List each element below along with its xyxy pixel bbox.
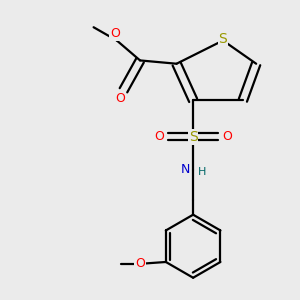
Text: H: H <box>198 167 207 177</box>
Text: O: O <box>115 92 125 105</box>
Text: O: O <box>154 130 164 143</box>
Text: S: S <box>189 130 197 144</box>
Text: O: O <box>110 27 120 40</box>
Text: O: O <box>135 257 145 270</box>
Text: N: N <box>181 164 190 176</box>
Text: S: S <box>219 32 227 46</box>
Text: O: O <box>222 130 232 143</box>
